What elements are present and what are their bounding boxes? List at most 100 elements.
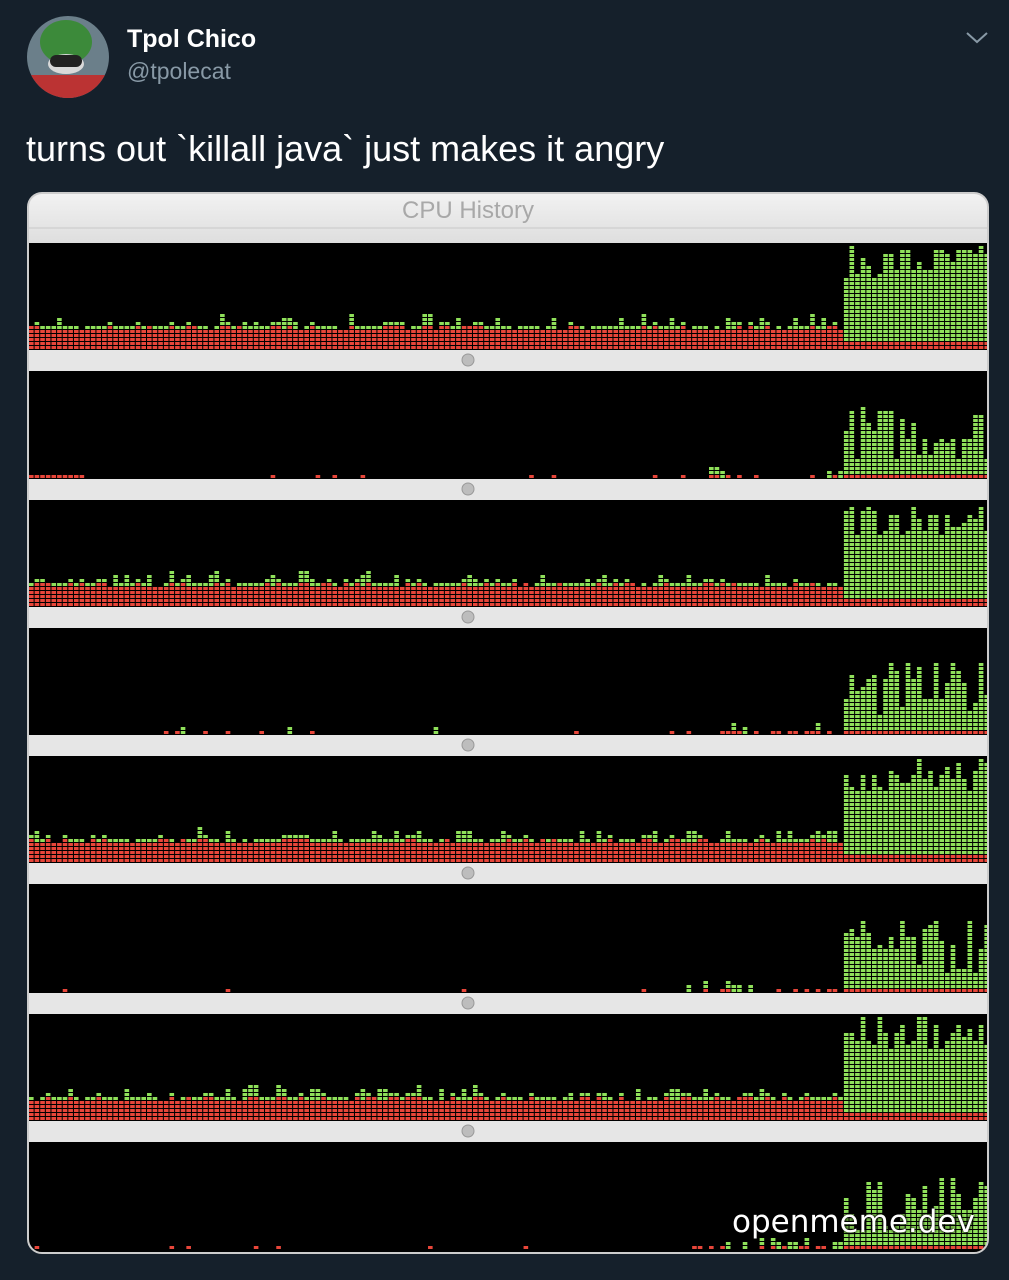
- cpu-cell: [961, 463, 967, 466]
- cpu-cell: [877, 274, 883, 277]
- cpu-cell: [147, 599, 152, 602]
- cpu-cell: [933, 523, 939, 526]
- cpu-cell: [579, 330, 585, 333]
- cpu-cell: [377, 330, 383, 333]
- cpu-cell: [967, 531, 973, 534]
- cpu-cell: [456, 603, 461, 606]
- cpu-cell: [551, 587, 557, 590]
- avatar[interactable]: [27, 16, 109, 100]
- cpu-cell: [118, 342, 124, 345]
- cpu-cell: [731, 322, 737, 325]
- cpu-cell: [669, 839, 675, 842]
- menu-chevron[interactable]: [966, 32, 988, 44]
- cpu-cell: [905, 691, 911, 694]
- cpu-cell: [118, 847, 124, 850]
- cpu-cell: [310, 587, 315, 590]
- cpu-cell: [394, 346, 399, 349]
- cpu-cell: [607, 346, 613, 349]
- cpu-cell: [855, 338, 860, 341]
- cpu-cell: [472, 334, 478, 337]
- cpu-cell: [928, 302, 933, 305]
- cpu-cell: [950, 683, 956, 686]
- cpu-cell: [270, 338, 276, 341]
- cpu-cell: [810, 839, 815, 842]
- cpu-cell: [967, 455, 973, 458]
- cpu-cell: [860, 807, 866, 810]
- cpu-cell: [905, 310, 911, 313]
- cpu-cell: [950, 342, 956, 345]
- cpu-cell: [439, 859, 444, 862]
- cpu-cell: [855, 563, 860, 566]
- cpu-cell: [827, 843, 832, 846]
- cpu-cell: [680, 475, 686, 478]
- cpu-cell: [169, 575, 175, 578]
- cpu-cell: [872, 519, 877, 522]
- cpu-cell: [883, 795, 888, 798]
- cpu-cell: [855, 539, 860, 542]
- cpu-cell: [225, 843, 231, 846]
- cpu-cell: [107, 334, 113, 337]
- cpu-cell: [326, 855, 332, 858]
- cpu-cell: [742, 847, 748, 850]
- cpu-cell: [523, 603, 529, 606]
- cpu-cell: [276, 579, 281, 582]
- cpu-cell: [416, 579, 422, 582]
- cpu-cell: [928, 715, 933, 718]
- cpu-cell: [529, 326, 534, 329]
- cpu-cell: [85, 859, 90, 862]
- cpu-cell: [967, 575, 973, 578]
- cpu-cell: [888, 443, 894, 446]
- cpu-cell: [90, 346, 96, 349]
- cpu-cell: [916, 851, 922, 854]
- cpu-cell: [967, 282, 973, 285]
- cpu-cell: [135, 843, 141, 846]
- cpu-cell: [928, 799, 933, 802]
- cpu-cell: [619, 322, 624, 325]
- cpu-cell: [523, 346, 529, 349]
- cpu-cell: [945, 711, 950, 714]
- cpu-cell: [770, 603, 776, 606]
- cpu-cell: [883, 571, 888, 574]
- cpu-cell: [798, 599, 804, 602]
- cpu-cell: [843, 330, 849, 333]
- cpu-cell: [956, 707, 961, 710]
- panel-separator: [28, 350, 988, 371]
- cpu-cell: [371, 338, 377, 341]
- cpu-cell: [557, 843, 562, 846]
- cpu-cell: [686, 843, 692, 846]
- cpu-cell: [894, 527, 900, 530]
- cpu-cell: [916, 775, 922, 778]
- cpu-cell: [517, 342, 523, 345]
- cpu-cell: [68, 475, 73, 478]
- cpu-cell: [838, 595, 843, 598]
- cpu-cell: [877, 591, 883, 594]
- cpu-cell: [956, 302, 961, 305]
- cpu-cell: [405, 847, 411, 850]
- cpu-cell: [900, 843, 905, 846]
- cpu-cell: [45, 342, 51, 345]
- cpu-cell: [961, 575, 967, 578]
- cpu-cell: [905, 278, 911, 281]
- cpu-cell: [849, 855, 855, 858]
- cpu-cell: [253, 859, 259, 862]
- cpu-cell: [73, 603, 79, 606]
- cpu-cell: [147, 326, 152, 329]
- cpu-cell: [922, 571, 928, 574]
- cpu-cell: [956, 338, 961, 341]
- cpu-cell: [124, 330, 130, 333]
- cpu-cell: [961, 286, 967, 289]
- cpu-cell: [843, 443, 849, 446]
- cpu-cell: [287, 603, 293, 606]
- cpu-cell: [315, 603, 321, 606]
- cpu-cell: [686, 839, 692, 842]
- cpu-cell: [692, 330, 697, 333]
- cpu-cell: [855, 711, 860, 714]
- cpu-cell: [945, 342, 950, 345]
- cpu-cell: [169, 859, 175, 862]
- cpu-cell: [607, 839, 613, 842]
- cpu-cell: [647, 334, 652, 337]
- cpu-cell: [630, 843, 635, 846]
- cpu-cell: [366, 855, 371, 858]
- cpu-cell: [220, 583, 225, 586]
- cpu-cell: [821, 342, 827, 345]
